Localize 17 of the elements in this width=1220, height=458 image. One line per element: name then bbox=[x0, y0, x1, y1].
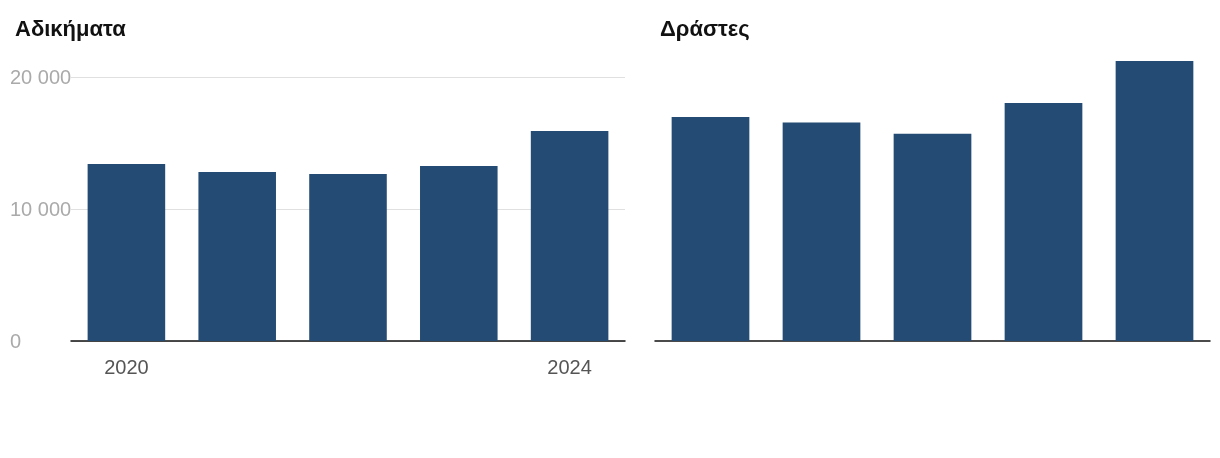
chart-title: Αδικήματα bbox=[15, 15, 127, 41]
y-tick-label: 20 000 bbox=[10, 66, 72, 88]
x-tick-label: 2024 bbox=[547, 356, 592, 378]
bar bbox=[530, 131, 609, 341]
bar bbox=[893, 133, 972, 341]
bar bbox=[87, 164, 166, 341]
bar bbox=[1004, 103, 1083, 341]
bar bbox=[671, 117, 750, 341]
y-tick-label: 10 000 bbox=[10, 198, 72, 220]
bar bbox=[309, 174, 387, 341]
bar bbox=[420, 166, 498, 341]
bar bbox=[198, 172, 276, 341]
chart-title: Δράστες bbox=[660, 15, 750, 41]
bar bbox=[782, 122, 861, 341]
x-tick-label: 2020 bbox=[104, 356, 149, 378]
y-tick-label: 0 bbox=[10, 330, 22, 352]
bar bbox=[1115, 61, 1194, 341]
